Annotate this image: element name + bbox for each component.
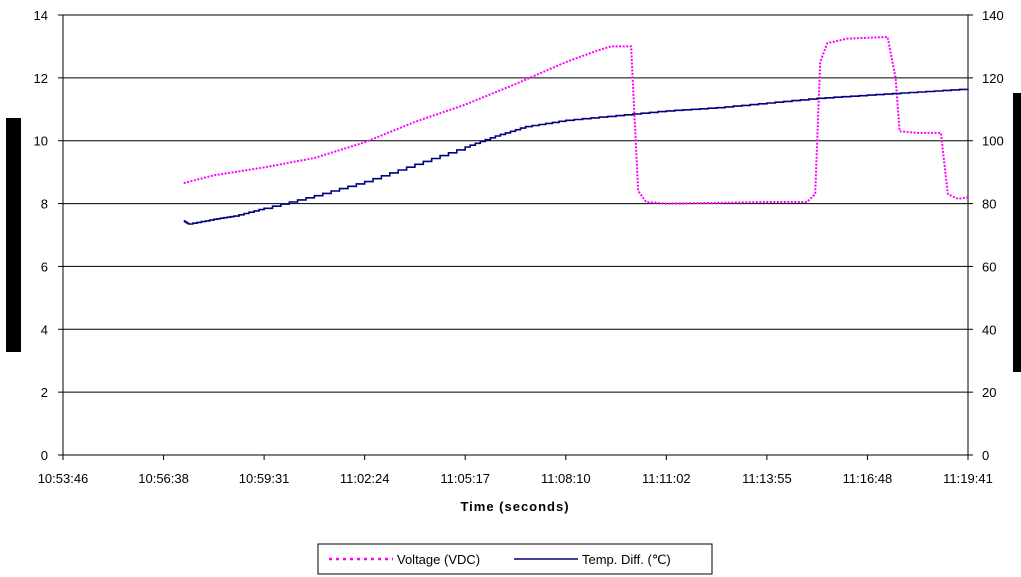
- legend-temp-label: Temp. Diff. (℃): [582, 552, 671, 567]
- left-axis: 0 2 4 6 8 10 12 14: [34, 8, 63, 463]
- plot-area: [62, 14, 969, 456]
- right-side-bar: [1013, 93, 1021, 372]
- x-tick-label: 11:02:24: [340, 471, 390, 486]
- series-layer: [183, 35, 969, 225]
- gridlines: [63, 77, 968, 393]
- left-side-bar: [6, 118, 21, 352]
- temp-diff-series-line: [183, 88, 969, 225]
- right-tick-label: 140: [982, 8, 1004, 23]
- x-tick-label: 10:56:38: [138, 471, 189, 486]
- x-tick-label: 10:59:31: [239, 471, 290, 486]
- left-tick-label: 6: [41, 259, 48, 274]
- left-tick-label: 12: [34, 71, 48, 86]
- x-tick-label: 11:08:10: [541, 471, 591, 486]
- legend: Voltage (VDC) Temp. Diff. (℃): [317, 543, 713, 575]
- right-tick-label: 0: [982, 448, 989, 463]
- left-tick-label: 4: [41, 322, 48, 337]
- right-axis: 0 20 40 60 80 100 120 140: [968, 8, 1004, 463]
- legend-voltage-label: Voltage (VDC): [397, 552, 480, 567]
- right-tick-label: 40: [982, 322, 996, 337]
- right-tick-label: 80: [982, 197, 996, 212]
- left-tick-label: 10: [34, 134, 48, 149]
- x-tick-label: 11:05:17: [440, 471, 490, 486]
- right-tick-label: 20: [982, 385, 996, 400]
- voltage-series-line: [183, 35, 969, 205]
- x-tick-label: 11:11:02: [642, 471, 691, 486]
- x-axis: 10:53:46 10:56:38 10:59:31 11:02:24 11:05:17…: [38, 455, 993, 486]
- x-tick-label: 11:13:55: [742, 471, 792, 486]
- x-tick-label: 11:16:48: [843, 471, 893, 486]
- left-tick-label: 2: [41, 385, 48, 400]
- x-tick-label: 10:53:46: [38, 471, 89, 486]
- right-tick-label: 120: [982, 71, 1004, 86]
- x-axis-title: Time (seconds): [460, 499, 569, 514]
- right-tick-label: 60: [982, 259, 996, 274]
- x-tick-label: 11:19:41: [943, 471, 993, 486]
- left-tick-label: 14: [34, 8, 48, 23]
- left-tick-label: 8: [41, 197, 48, 212]
- left-tick-label: 0: [41, 448, 48, 463]
- right-tick-label: 100: [982, 134, 1004, 149]
